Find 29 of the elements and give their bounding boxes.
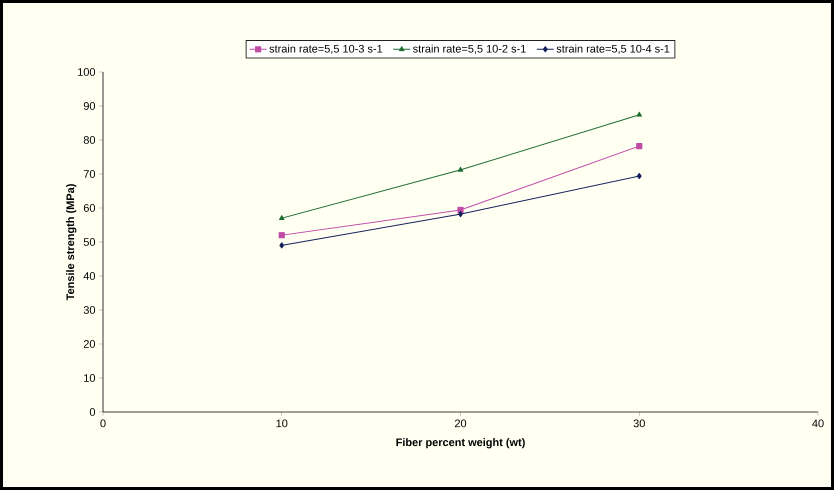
x-tick-label: 30 <box>634 420 645 428</box>
point <box>636 172 642 180</box>
y-tick-label: 0 <box>90 408 96 416</box>
x-tick-label: 0 <box>100 420 106 428</box>
point <box>636 143 642 150</box>
point <box>279 215 285 220</box>
x-axis-title: Fiber percent weight (wt) <box>396 438 525 448</box>
y-tick-label: 10 <box>84 374 96 382</box>
x-tick-label: 10 <box>276 420 288 428</box>
point <box>458 166 464 172</box>
y-tick-label: 80 <box>84 136 96 144</box>
legend-label: strain rate=5,5 10-2 s-1 <box>413 44 526 54</box>
y-axis-title: Tensile strength (MPa) <box>66 184 76 300</box>
legend-label: strain rate=5,5 10-3 s-1 <box>269 44 382 54</box>
point <box>458 211 463 218</box>
y-tick-label: 40 <box>84 272 96 280</box>
y-tick-label: 70 <box>84 170 96 178</box>
point <box>279 242 284 248</box>
y-tick-label: 30 <box>84 306 96 314</box>
point <box>636 112 642 117</box>
legend-label: strain rate=5,5 10-4 s-1 <box>556 44 670 54</box>
x-tick-label: 40 <box>812 420 824 428</box>
x-tick-label: 20 <box>454 420 466 428</box>
y-tick-label: 20 <box>84 340 96 348</box>
y-tick-label: 60 <box>84 204 96 212</box>
y-tick-label: 100 <box>78 68 96 76</box>
point <box>278 232 285 238</box>
y-tick-label: 90 <box>84 102 96 110</box>
y-tick-label: 50 <box>84 238 96 246</box>
